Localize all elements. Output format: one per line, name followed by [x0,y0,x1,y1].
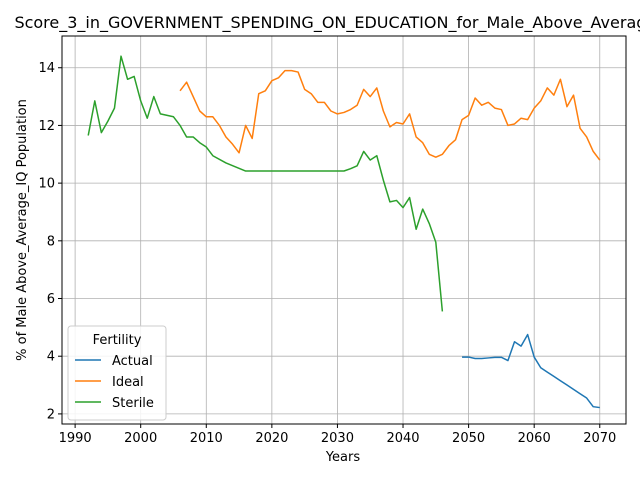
y-tick-label: 10 [38,177,55,192]
chart-title: Score_3_in_GOVERNMENT_SPENDING_ON_EDUCAT… [14,13,640,33]
y-tick-label: 6 [47,292,55,307]
y-tick-label: 2 [47,407,55,422]
series-line-actual [462,333,600,409]
axis-ticks: 1990 2000 2010 2020 2030 2040 2050 2060 2070 2 4 6 8… [38,61,616,446]
x-tick-label: 2040 [386,431,419,446]
x-tick-label: 2030 [321,431,354,446]
x-tick-label: 2050 [452,431,485,446]
legend: Fertility Actual Ideal Sterile [67,325,167,421]
y-axis-label: % of Male Above_Average_IQ Population [15,99,30,361]
x-tick-label: 2020 [255,431,288,446]
x-tick-label: 2060 [518,431,551,446]
legend-label-actual: Actual [112,354,153,369]
x-tick-label: 2010 [190,431,223,446]
series-line-sterile [87,55,444,312]
y-tick-label: 4 [47,350,55,365]
x-tick-label: 2000 [124,431,157,446]
y-tick-label: 8 [47,234,55,249]
series-lines [87,55,601,409]
y-tick-label: 12 [38,119,55,134]
x-tick-label: 2070 [583,431,616,446]
y-tick-label: 14 [38,61,55,76]
legend-label-sterile: Sterile [112,396,154,411]
legend-label-ideal: Ideal [112,375,144,390]
series-line-ideal [179,69,601,161]
legend-title: Fertility [93,333,142,348]
legend-box [67,325,167,421]
plot-frame [61,35,627,425]
x-axis-label: Years [325,450,361,465]
x-tick-label: 1990 [59,431,92,446]
